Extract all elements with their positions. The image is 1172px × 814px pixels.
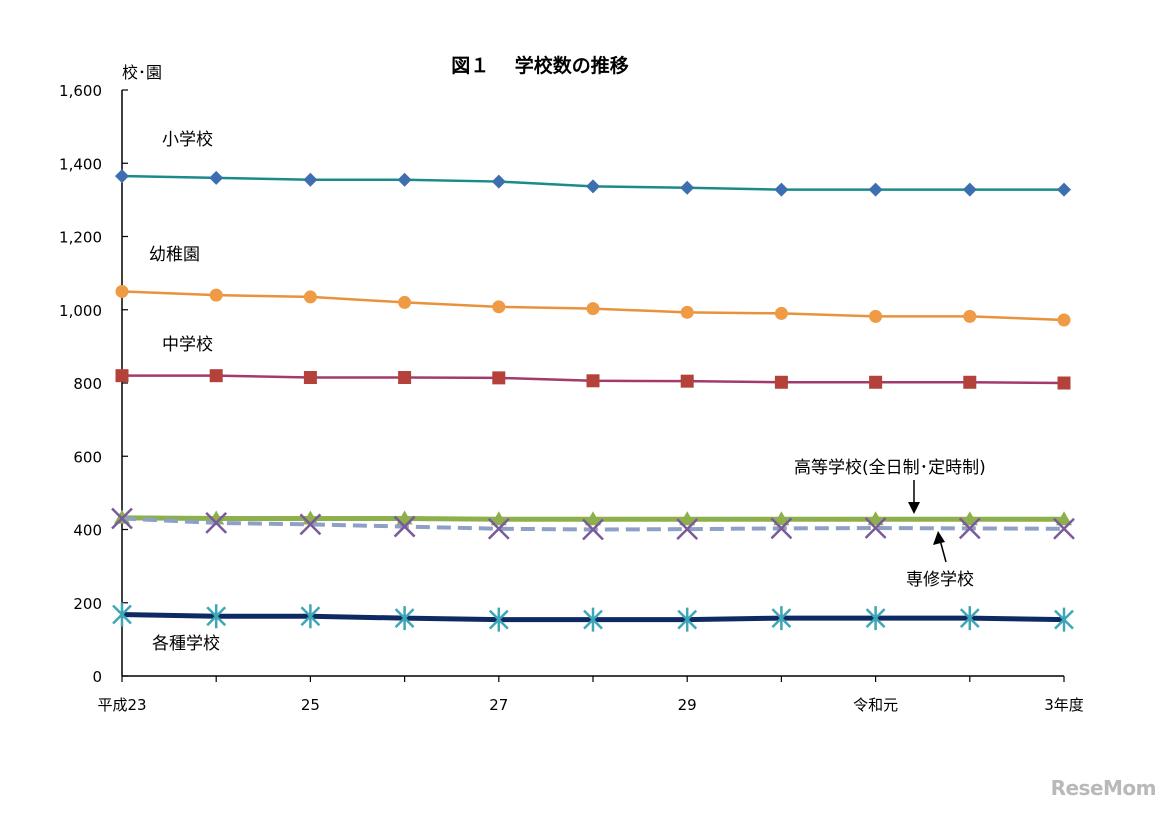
data-point [303,172,318,187]
data-point [1057,313,1071,327]
data-point [1056,511,1072,526]
data-point [209,170,224,185]
series-5 [112,602,1074,632]
arrow-special-training-head [933,531,945,545]
data-point [1053,517,1075,540]
arrow-special-training [939,539,947,563]
data-point [676,518,699,541]
data-point [680,374,694,388]
data-point [963,375,977,389]
data-point [677,607,698,632]
data-point [488,607,509,632]
series-label-elementary: 小学校 [162,130,213,150]
data-point [492,300,506,314]
annotation-arrows [908,480,947,563]
series-1 [115,284,1071,327]
data-point [303,371,317,385]
chart-title: 図１ 学校数の推移 [451,54,629,77]
y-tick-label: 0 [92,668,102,686]
data-point [487,517,510,540]
data-point [774,306,788,320]
x-tick-label: 平成23 [97,696,146,714]
data-point [205,512,228,534]
data-point [397,172,412,187]
data-point [398,295,412,309]
data-point [303,290,317,304]
data-point [680,305,694,319]
data-point [962,182,977,197]
data-point [773,511,790,526]
data-point [1057,376,1071,390]
data-point [586,302,600,316]
data-point [300,604,321,629]
x-tick-label: 3年度 [1044,696,1084,714]
x-tick-label: 令和元 [853,696,898,714]
data-point [492,371,506,385]
data-point [209,288,223,302]
axis-ticks: 0 200 400 600 800 1,000 1,200 1,400 1,600 平成23 25 2… [59,82,1084,714]
data-point [680,180,695,195]
y-tick-label: 200 [73,595,102,613]
data-point [679,511,696,526]
arrow-high-school-head [908,502,920,514]
y-axis-label: 校･園 [122,63,162,82]
data-point [959,606,980,631]
data-point [491,174,506,189]
series-label-kindergarten: 幼稚園 [149,245,200,265]
data-point [868,182,883,197]
data-point [864,517,887,539]
data-point [393,515,416,538]
data-point [774,375,788,389]
data-point [398,371,412,385]
data-point [299,513,322,536]
series-4 [111,507,1075,541]
y-tick-label: 1,600 [59,82,102,100]
series-labels: 小学校 幼稚園 中学校 高等学校(全日制･定時制) 専修学校 各種学校 [149,130,986,654]
data-point [774,182,789,197]
data-point [771,606,792,631]
y-tick-label: 600 [73,448,102,466]
data-point [865,606,886,631]
series-label-misc-school: 各種学校 [152,634,220,654]
data-point [206,604,227,629]
y-tick-label: 1,200 [59,229,102,247]
data-point [961,511,978,526]
data-point [867,511,884,526]
x-tick-label: 25 [301,696,320,714]
data-point [586,179,600,194]
data-point [115,369,129,383]
y-tick-label: 1,000 [59,302,102,320]
data-point [770,517,793,540]
data-point [209,369,223,383]
y-tick-label: 400 [73,522,102,540]
data-point [586,374,600,388]
y-tick-label: 1,400 [59,155,102,173]
data-point [115,284,129,298]
data-point [585,511,601,526]
data-point [112,602,132,627]
data-point [490,511,507,526]
data-point [958,517,981,540]
data-point [1057,182,1071,197]
x-tick-label: 27 [489,696,508,714]
series-label-special-training: 専修学校 [906,570,974,590]
data-point [1054,607,1074,632]
data-point [869,375,883,389]
series-label-junior-high: 中学校 [162,335,213,355]
data-point [963,309,977,323]
data-point [394,606,415,631]
data-point [582,518,604,541]
watermark-logo: ReseMom [1050,776,1157,800]
series-group [111,169,1075,632]
x-tick-label: 29 [678,696,697,714]
data-point [583,607,603,632]
series-label-high-school: 高等学校(全日制･定時制) [794,458,986,478]
data-point [115,169,129,184]
y-tick-label: 800 [73,375,102,393]
series-0 [115,169,1071,197]
data-point [869,309,883,323]
series-2 [115,369,1071,390]
data-point [111,507,133,530]
